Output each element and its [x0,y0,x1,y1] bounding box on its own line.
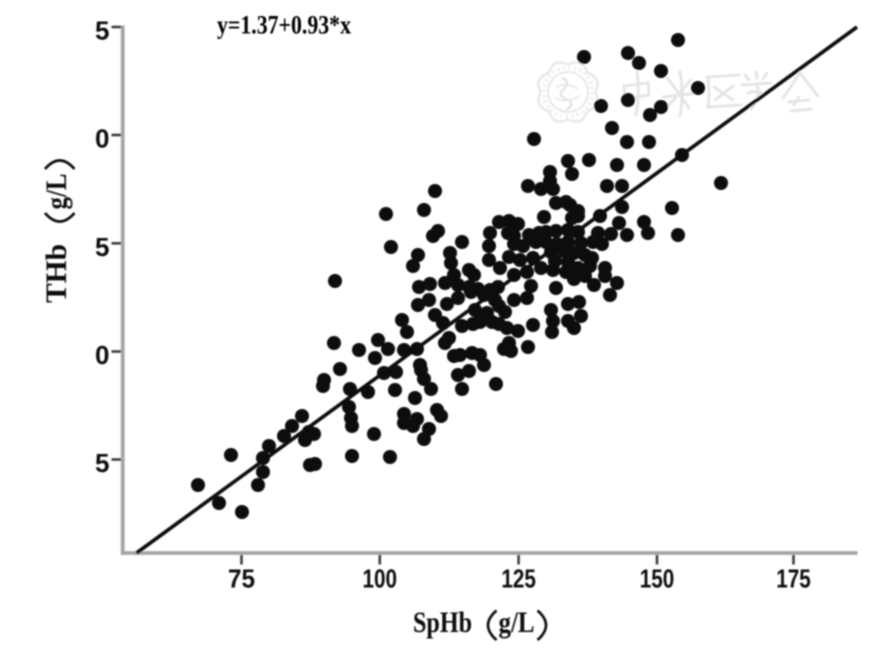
svg-text:g/L: g/L [499,606,535,639]
svg-text:0: 0 [95,340,109,370]
svg-text:SpHb: SpHb [413,606,472,639]
svg-text:5: 5 [95,16,109,46]
svg-text:100: 100 [363,564,398,594]
svg-text:150: 150 [640,564,675,594]
svg-text:75: 75 [228,564,255,594]
svg-text:5: 5 [95,232,109,262]
svg-text:0: 0 [95,124,109,154]
svg-text:175: 175 [776,564,811,594]
svg-text:y=1.37+0.93*x: y=1.37+0.93*x [217,11,351,40]
svg-text:g/L: g/L [40,174,73,210]
svg-text:125: 125 [501,564,536,594]
svg-text:5: 5 [95,448,109,478]
svg-text:THb: THb [40,244,73,303]
